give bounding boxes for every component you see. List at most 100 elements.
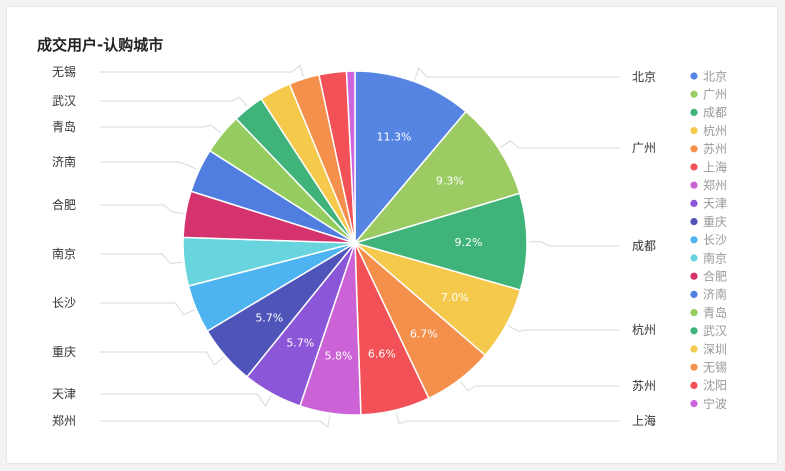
outer-label: 长沙: [52, 296, 76, 310]
legend-marker: [690, 363, 698, 371]
legend-item[interactable]: 青岛: [690, 305, 727, 320]
legend-label: 武汉: [703, 324, 727, 338]
legend-label: 杭州: [703, 123, 727, 138]
label-lines: [100, 64, 620, 428]
pie-slice-成都[interactable]: [352, 192, 528, 292]
legend-label: 天津: [703, 197, 727, 211]
legend-item[interactable]: 宁波: [690, 396, 727, 411]
slice-labels: 11.3% 北京 9.3% 广州 9.2% 成都 7.0% 杭州 6.7% 苏州 6.6% 上海 5.8…: [52, 64, 656, 428]
outer-label: 上海: [632, 413, 656, 428]
legend-label: 广州: [703, 88, 727, 102]
legend-item[interactable]: 郑州: [690, 178, 727, 193]
legend-item[interactable]: 济南: [690, 287, 727, 302]
legend-item[interactable]: 合肥: [690, 269, 727, 284]
legend-label: 长沙: [703, 233, 727, 247]
leader-line: [528, 241, 620, 247]
legend-item[interactable]: 天津: [690, 197, 727, 211]
leader-line: [100, 204, 184, 215]
outer-label: 武汉: [52, 94, 76, 108]
data-label: 5.8%: [325, 349, 353, 362]
legend-label: 上海: [703, 159, 727, 174]
leader-line: [100, 415, 331, 428]
legend-marker: [690, 145, 698, 153]
leader-line: [100, 253, 183, 264]
leader-line: [500, 140, 620, 149]
legend-label: 重庆: [703, 215, 727, 229]
legend-item[interactable]: 无锡: [690, 360, 727, 375]
legend-item[interactable]: 重庆: [690, 215, 727, 229]
legend-item[interactable]: 南京: [690, 250, 727, 265]
legend-item[interactable]: 杭州: [690, 123, 727, 138]
legend-item[interactable]: 长沙: [690, 233, 727, 247]
legend-label: 深圳: [703, 342, 727, 356]
outer-label: 无锡: [52, 64, 76, 79]
outer-label: 郑州: [52, 413, 76, 428]
legend-label: 苏州: [703, 142, 727, 156]
data-label: 11.3%: [377, 130, 412, 143]
legend-marker: [690, 108, 698, 116]
legend-item[interactable]: 深圳: [690, 342, 727, 356]
legend-marker: [690, 272, 698, 280]
leader-line: [507, 325, 620, 332]
legend-item[interactable]: 成都: [690, 106, 727, 120]
legend-item[interactable]: 武汉: [690, 324, 727, 338]
legend-marker: [690, 127, 698, 135]
outer-label: 天津: [52, 387, 76, 401]
legend-marker: [690, 254, 698, 262]
legend-item[interactable]: 沈阳: [690, 378, 727, 393]
legend-marker: [690, 163, 698, 171]
data-label: 7.0%: [441, 291, 469, 304]
data-label: 6.7%: [410, 327, 438, 340]
pie-slices: [182, 70, 528, 416]
legend-marker: [690, 381, 698, 389]
legend-label: 青岛: [703, 305, 727, 320]
legend-label: 郑州: [703, 178, 727, 193]
outer-label: 苏州: [632, 379, 656, 393]
outer-label: 广州: [632, 141, 656, 155]
leader-line: [395, 411, 620, 425]
pie-slice-宁波[interactable]: [345, 70, 356, 244]
legend-label: 宁波: [703, 396, 727, 411]
legend-label: 北京: [703, 69, 727, 83]
legend-label: 沈阳: [703, 378, 727, 393]
leader-line: [100, 161, 198, 171]
outer-label: 成都: [632, 239, 656, 253]
leader-line: [100, 302, 195, 316]
leader-line: [460, 381, 620, 392]
legend-marker: [690, 181, 698, 189]
legend-marker: [690, 199, 698, 207]
data-label: 5.7%: [286, 337, 314, 350]
data-label: 6.6%: [368, 347, 396, 360]
legend-marker: [690, 72, 698, 80]
legend-marker: [690, 90, 698, 98]
legend-item[interactable]: 上海: [690, 159, 727, 174]
leader-line: [100, 393, 272, 407]
chart-title: 成交用户-认购城市: [37, 36, 164, 54]
outer-label: 重庆: [52, 345, 76, 359]
legend-item[interactable]: 北京: [690, 69, 727, 83]
legend-label: 成都: [703, 106, 727, 120]
pie-slice-广州[interactable]: [352, 110, 521, 245]
leader-line: [100, 351, 224, 366]
leader-line: [100, 64, 304, 77]
legend-label: 济南: [703, 287, 727, 302]
leader-line: [100, 124, 221, 134]
data-label: 9.3%: [436, 175, 464, 188]
legend-marker: [690, 218, 698, 226]
legend-label: 无锡: [703, 360, 727, 375]
outer-label: 北京: [632, 70, 656, 84]
legend-marker: [690, 327, 698, 335]
legend-label: 合肥: [703, 269, 727, 284]
leader-line: [100, 96, 248, 107]
legend-label: 南京: [703, 250, 727, 265]
legend-item[interactable]: 广州: [690, 88, 727, 102]
pie-slice-北京[interactable]: [354, 70, 467, 246]
outer-label: 合肥: [52, 197, 76, 212]
leader-line: [414, 67, 620, 80]
legend-marker: [690, 400, 698, 408]
data-label: 5.7%: [255, 311, 283, 324]
legend-item[interactable]: 苏州: [690, 142, 727, 156]
data-label: 9.2%: [455, 236, 483, 249]
